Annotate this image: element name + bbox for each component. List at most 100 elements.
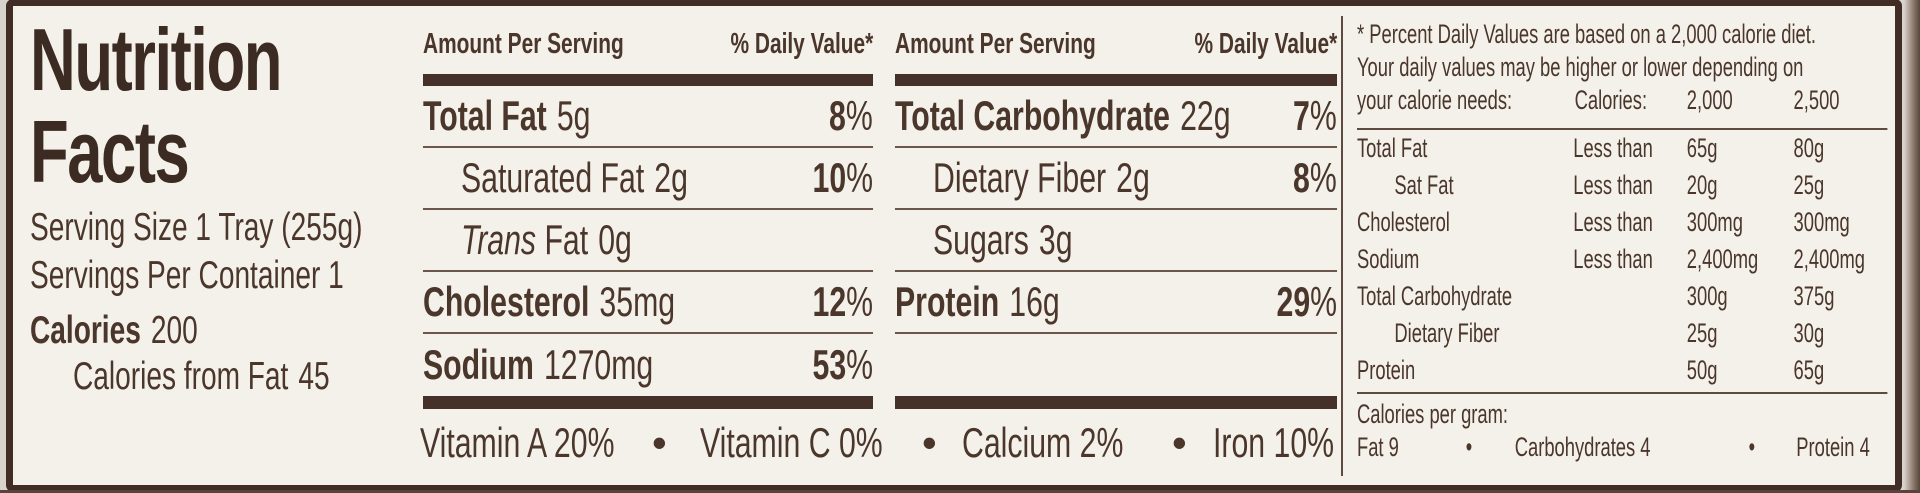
dv-row-label: Sat Fat xyxy=(1394,170,1454,200)
title-line1: Nutrition xyxy=(30,10,282,109)
dv-table-row-dietary-fiber: Dietary Fiber 25g 30g xyxy=(1357,315,1887,352)
nutrition-facts-title: Nutrition Facts xyxy=(30,14,425,198)
bullet-separator: • xyxy=(1465,432,1473,462)
daily-value: 29 xyxy=(1276,278,1311,325)
servings-per-container: Servings Per Container 1 xyxy=(30,254,344,297)
footnote-line1: * Percent Daily Values are based on a 2,… xyxy=(1357,19,1816,49)
percent-sign: % xyxy=(846,278,873,325)
calories-2500-header: 2,500 xyxy=(1793,85,1840,115)
thick-rule xyxy=(895,74,1337,86)
panel2-header: Amount Per Serving % Daily Value* xyxy=(895,24,1337,74)
thin-rule xyxy=(1357,392,1888,394)
identity-column: Nutrition Facts xyxy=(30,14,425,198)
nutrient-row-sugars: Sugars 3g xyxy=(895,210,1337,272)
daily-value-header: % Daily Value* xyxy=(1194,28,1337,60)
nutrient-amount: 5g xyxy=(556,92,591,139)
nutrient-amount: 0g xyxy=(598,216,632,263)
nutrient-amount: 1270mg xyxy=(543,341,654,388)
calories-from-fat-label: Calories from Fat xyxy=(73,355,289,398)
percent-sign: % xyxy=(1310,154,1337,201)
bullet-separator: • xyxy=(652,419,667,466)
nutrient-label: Total Carbohydrate xyxy=(895,92,1170,139)
cpg-name: Fat xyxy=(1357,432,1384,462)
dv-row-qualifier: Less than xyxy=(1573,244,1653,274)
micronutrient-value: 0% xyxy=(838,419,883,466)
micronutrients-row: Vitamin A 20% • Vitamin C 0% • Calcium 2… xyxy=(0,412,1920,474)
package-right-edge xyxy=(1904,0,1920,493)
dv-row-value-2500: 2,400mg xyxy=(1793,244,1866,274)
cpg-value: 4 xyxy=(1859,432,1870,462)
cpg-value: 9 xyxy=(1388,432,1399,462)
nutrient-label: Fat xyxy=(544,216,589,263)
bullet-separator: • xyxy=(1172,419,1187,466)
dv-table-row-protein: Protein 50g 65g xyxy=(1357,352,1887,389)
micronutrient-value: 10% xyxy=(1273,419,1335,466)
dv-row-label: Cholesterol xyxy=(1357,207,1450,237)
dv-row-qualifier: Less than xyxy=(1573,133,1653,163)
dv-row-label: Protein xyxy=(1357,355,1416,385)
dv-row-label: Total Fat xyxy=(1357,133,1428,163)
percent-sign: % xyxy=(1310,278,1337,325)
dv-row-label: Sodium xyxy=(1357,244,1420,274)
dv-row-qualifier: Less than xyxy=(1573,170,1653,200)
dv-table-row-total-carbohydrate: Total Carbohydrate 300g 375g xyxy=(1357,278,1887,315)
micronutrient-value: 2% xyxy=(1079,419,1124,466)
calories-per-gram-row: Fat 9 • Carbohydrates 4 • Protein 4 xyxy=(1357,430,1887,464)
dv-table-row-total-fat: Total Fat Less than 65g 80g xyxy=(1357,130,1887,167)
daily-value: 8 xyxy=(829,92,847,139)
footnote-line2: Your daily values may be higher or lower… xyxy=(1357,52,1804,82)
micronutrient-name: Vitamin A xyxy=(420,419,546,466)
nutrient-panel-carbs: Amount Per Serving % Daily Value* Total … xyxy=(895,24,1337,409)
percent-sign: % xyxy=(846,341,873,388)
micronutrient-value: 20% xyxy=(553,419,615,466)
nutrient-label: Protein xyxy=(895,278,1000,325)
thick-rule xyxy=(895,396,1337,409)
calories-value: 200 xyxy=(150,309,198,352)
thick-rule xyxy=(423,396,873,409)
nutrient-label: Sodium xyxy=(423,341,534,388)
serving-info: Serving Size 1 Tray (255g) Servings Per … xyxy=(30,204,492,300)
footnote-line3: your calorie needs: Calories: 2,000 2,50… xyxy=(1357,84,1887,117)
cpg-value: 4 xyxy=(1640,432,1651,462)
dv-row-value-2000: 2,400mg xyxy=(1686,244,1759,274)
nutrient-label-italic: Trans xyxy=(461,216,537,263)
footnote-line3-text: your calorie needs: xyxy=(1357,85,1513,115)
dv-row-value-2000: 65g xyxy=(1686,133,1718,163)
dv-table-row-sat-fat: Sat Fat Less than 20g 25g xyxy=(1357,167,1887,204)
dv-row-value-2000: 25g xyxy=(1686,318,1718,348)
bullet-separator: • xyxy=(1748,432,1756,462)
dv-row-value-2500: 65g xyxy=(1793,355,1825,385)
dv-table-row-cholesterol: Cholesterol Less than 300mg 300mg xyxy=(1357,204,1887,241)
thin-rule xyxy=(1357,128,1888,130)
percent-sign: % xyxy=(846,154,873,201)
daily-value: 53 xyxy=(812,341,847,388)
daily-value: 8 xyxy=(1293,154,1311,201)
title-line2: Facts xyxy=(30,102,190,201)
nutrient-row-cholesterol: Cholesterol 35mg 12% xyxy=(423,272,873,334)
nutrient-amount: 2g xyxy=(654,154,688,201)
nutrient-row-sodium: Sodium 1270mg 53% xyxy=(423,334,873,396)
nutrient-row-dietary-fiber: Dietary Fiber 2g 8% xyxy=(895,148,1337,210)
daily-value: 7 xyxy=(1293,92,1311,139)
vertical-divider xyxy=(1341,16,1343,476)
nutrient-amount: 3g xyxy=(1038,216,1073,263)
nutrient-row-total-carbohydrate: Total Carbohydrate 22g 7% xyxy=(895,86,1337,148)
cpg-name: Protein xyxy=(1796,432,1855,462)
panel1-header: Amount Per Serving % Daily Value* xyxy=(423,24,873,74)
amount-per-serving-header: Amount Per Serving xyxy=(895,28,1096,60)
dv-table-row-sodium: Sodium Less than 2,400mg 2,400mg xyxy=(1357,241,1887,278)
dv-row-value-2000: 300mg xyxy=(1686,207,1743,237)
micronutrient-name: Vitamin C xyxy=(700,419,831,466)
dv-row-value-2000: 50g xyxy=(1686,355,1718,385)
calories-column-header: Calories: xyxy=(1574,85,1648,115)
dv-row-value-2500: 80g xyxy=(1793,133,1825,163)
cpg-name: Carbohydrates xyxy=(1514,432,1636,462)
micronutrient-name: Iron xyxy=(1213,419,1266,466)
daily-value: 12 xyxy=(812,278,847,325)
bullet-separator: • xyxy=(922,419,937,466)
nutrient-panel-fats: Amount Per Serving % Daily Value* Total … xyxy=(423,24,873,409)
package-bottom-edge xyxy=(0,490,1920,493)
dv-row-value-2500: 25g xyxy=(1793,170,1825,200)
percent-sign: % xyxy=(846,92,873,139)
